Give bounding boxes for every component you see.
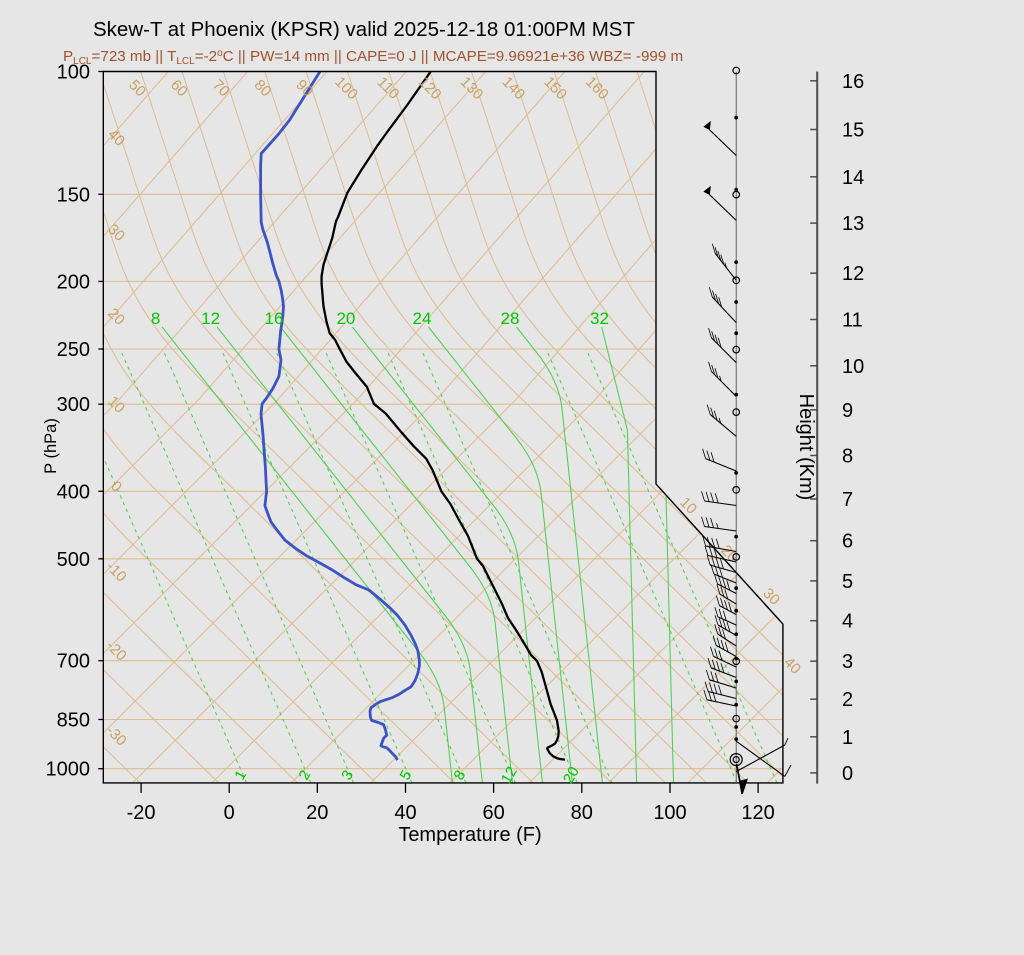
svg-text:120: 120	[741, 802, 774, 824]
svg-text:500: 500	[57, 549, 90, 571]
svg-text:16: 16	[265, 309, 284, 328]
svg-text:5: 5	[842, 571, 853, 593]
svg-text:400: 400	[57, 481, 90, 503]
svg-text:850: 850	[57, 710, 90, 732]
svg-text:11: 11	[842, 310, 863, 332]
svg-text:8: 8	[842, 446, 853, 468]
svg-text:-20: -20	[127, 802, 156, 824]
svg-text:14: 14	[842, 167, 864, 189]
svg-text:0: 0	[842, 763, 853, 785]
svg-text:150: 150	[57, 184, 90, 206]
svg-text:200: 200	[57, 271, 90, 293]
svg-text:6: 6	[842, 531, 853, 553]
svg-text:2: 2	[842, 689, 853, 711]
svg-text:3: 3	[842, 651, 853, 673]
svg-text:20: 20	[306, 802, 328, 824]
svg-text:10: 10	[842, 356, 864, 378]
svg-text:20: 20	[336, 309, 355, 328]
svg-text:P (hPa): P (hPa)	[42, 418, 60, 474]
svg-text:12: 12	[498, 764, 521, 787]
svg-text:PLCL=723 mb || TLCL=-2oC || PW: PLCL=723 mb || TLCL=-2oC || PW=14 mm || …	[63, 48, 683, 67]
svg-text:100: 100	[653, 802, 686, 824]
svg-text:300: 300	[57, 394, 90, 416]
svg-text:Skew-T at Phoenix (KPSR) valid: Skew-T at Phoenix (KPSR) valid 2025-12-1…	[93, 18, 635, 41]
svg-text:12: 12	[842, 263, 864, 285]
svg-text:32: 32	[590, 309, 609, 328]
svg-text:9: 9	[842, 400, 853, 422]
svg-text:60: 60	[482, 802, 504, 824]
svg-text:80: 80	[571, 802, 593, 824]
svg-text:8: 8	[151, 309, 160, 328]
svg-text:Temperature (F): Temperature (F)	[398, 824, 541, 846]
svg-text:15: 15	[842, 120, 864, 142]
svg-text:0: 0	[224, 802, 235, 824]
svg-text:20: 20	[560, 764, 583, 787]
svg-text:12: 12	[201, 309, 220, 328]
svg-text:250: 250	[57, 339, 90, 361]
svg-text:7: 7	[842, 489, 853, 511]
svg-text:100: 100	[57, 62, 90, 84]
svg-text:40: 40	[394, 802, 416, 824]
svg-text:Height (Km): Height (Km)	[795, 394, 817, 501]
svg-text:1000: 1000	[46, 759, 91, 781]
svg-text:13: 13	[842, 213, 864, 235]
svg-text:700: 700	[57, 651, 90, 673]
svg-text:16: 16	[842, 71, 864, 93]
svg-text:24: 24	[413, 309, 432, 328]
svg-text:28: 28	[501, 309, 520, 328]
svg-text:4: 4	[842, 611, 853, 633]
svg-text:1: 1	[842, 727, 853, 749]
